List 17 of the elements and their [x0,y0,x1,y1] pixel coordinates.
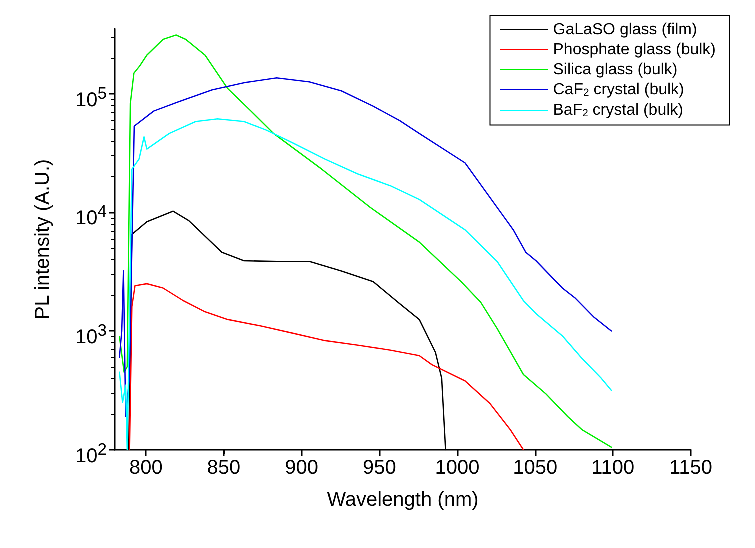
y-tick-label: 10$^{5}$ [75,82,107,114]
x-tick-label: 1000 [435,457,480,479]
x-tick-label: 1150 [669,457,713,479]
x-tick-label: 900 [285,457,318,479]
y-axis-title: PL intensity (A.U.) [32,159,54,320]
x-tick-label: 1100 [592,457,635,479]
legend-label: GaLaSO glass (film) [553,22,698,38]
legend-label: Silica glass (bulk) [553,62,678,78]
y-tick-label: 10$^{3}$ [75,320,107,351]
x-tick-label: 1050 [513,457,558,479]
x-tick-label: 950 [362,457,396,479]
x-axis-title: Wavelength (nm) [327,489,479,511]
x-tick-label: 850 [207,457,241,479]
legend-label: Phosphate glass (bulk) [553,42,716,58]
x-tick-label: 800 [129,457,163,479]
y-tick-label: 10$^{2}$ [75,439,107,470]
y-tick-label: 10$^{4}$ [75,201,107,232]
